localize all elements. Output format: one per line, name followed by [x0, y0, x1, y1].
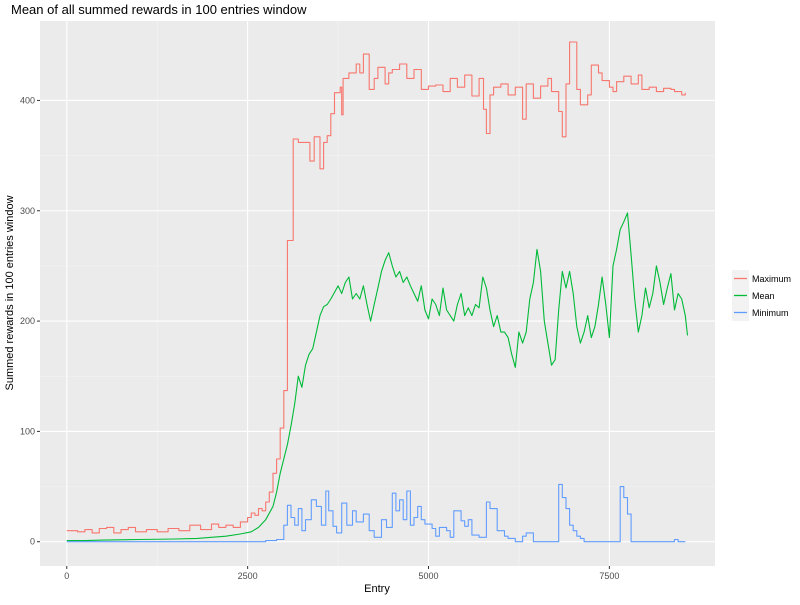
legend-label: Mean [752, 291, 775, 301]
y-tick-label: 0 [30, 537, 35, 547]
series-line-maximum [66, 41, 686, 534]
chart-title: Mean of all summed rewards in 100 entrie… [11, 2, 307, 17]
x-tick-label: 0 [64, 571, 69, 581]
y-axis-ticks: 0 100 200 300 400 [20, 95, 40, 547]
y-axis-label: Summed rewards in 100 entries window [4, 195, 16, 390]
y-tick-label: 400 [20, 95, 35, 105]
x-tick-label: 2500 [238, 571, 258, 581]
x-axis-label: Entry [364, 583, 390, 595]
y-tick-label: 200 [20, 316, 35, 326]
y-tick-label: 100 [20, 426, 35, 436]
series-line-minimum [66, 483, 686, 543]
legend-label: Maximum [752, 274, 791, 284]
series-line-mean [66, 212, 689, 542]
series-layer [66, 41, 689, 543]
x-tick-label: 7500 [599, 571, 619, 581]
legend-label: Minimum [752, 308, 789, 318]
y-tick-label: 300 [20, 206, 35, 216]
x-tick-label: 5000 [418, 571, 438, 581]
plot-panel [40, 21, 715, 566]
grid-minor [40, 21, 715, 566]
x-axis-ticks: 0 2500 5000 7500 [64, 566, 619, 581]
legend: Maximum Mean Minimum [732, 270, 791, 321]
